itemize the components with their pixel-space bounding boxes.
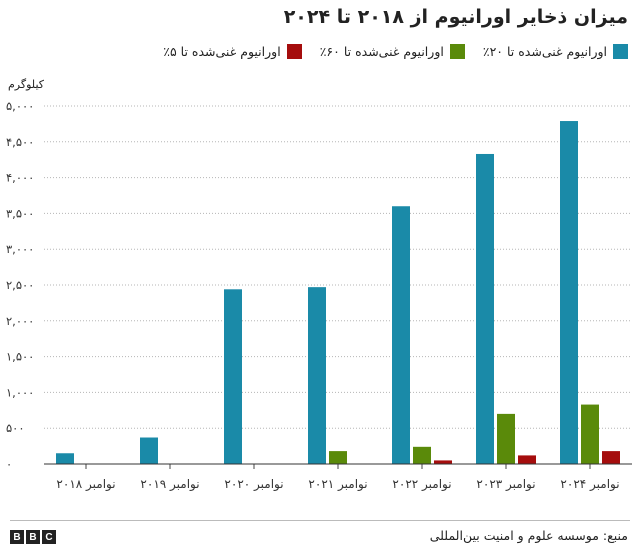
y-tick-label: ۳,۵۰۰: [6, 206, 34, 220]
bar: [497, 413, 515, 464]
y-tick-label: ۱,۵۰۰: [6, 350, 34, 364]
y-tick-label: ۴,۵۰۰: [6, 135, 34, 149]
y-tick-label: ۵۰۰: [6, 421, 25, 435]
legend-swatch-20: [613, 44, 628, 59]
legend-swatch-5: [286, 44, 302, 59]
logo-letter: B: [26, 530, 40, 544]
bar: [434, 460, 452, 464]
bar: [56, 453, 74, 464]
bar-chart: کیلوگرم ۰ ۵۰۰ ۱,۰۰۰ ۱,۵۰۰ ۲,۰۰۰ ۲,۵۰۰ ۳,۰۰۰ ۳,۵۰…: [6, 78, 632, 492]
x-tick-label: نوامبر ۲۰۲۱: [308, 477, 367, 492]
x-tick-label: نوامبر ۲۰۲۳: [476, 477, 535, 492]
bar: [392, 206, 410, 465]
bbc-logo: B B C: [10, 530, 56, 544]
logo-letter: C: [42, 530, 56, 544]
chart-title: میزان ذخایر اورانیوم از ۲۰۱۸ تا ۲۰۲۴: [283, 6, 628, 28]
bar: [308, 287, 326, 464]
bar: [476, 153, 494, 465]
y-tick-label: ۲,۵۰۰: [6, 278, 34, 292]
bar: [413, 446, 431, 464]
legend-item-60: اورانیوم غنی‌شده تا ۶۰٪: [320, 44, 465, 59]
y-tick-label: ۳,۰۰۰: [6, 242, 34, 256]
y-axis-label: کیلوگرم: [8, 78, 45, 91]
y-tick-label: ۴,۰۰۰: [6, 171, 34, 185]
x-tick-label: نوامبر ۲۰۲۰: [224, 477, 283, 492]
legend-label-20: اورانیوم غنی‌شده تا ۲۰٪: [482, 44, 607, 59]
legend: اورانیوم غنی‌شده تا ۲۰٪ اورانیوم غنی‌شده…: [163, 44, 628, 59]
bar: [581, 404, 599, 464]
legend-item-20: اورانیوم غنی‌شده تا ۲۰٪: [483, 44, 628, 59]
x-tick-label: نوامبر ۲۰۱۸: [56, 477, 115, 492]
bar: [518, 455, 536, 464]
y-tick-label: ۲,۰۰۰: [6, 314, 34, 328]
bar: [602, 451, 620, 464]
bar: [224, 289, 242, 464]
bar: [560, 121, 578, 464]
legend-swatch-60: [449, 44, 465, 59]
y-tick-label: ۵,۰۰۰: [6, 99, 34, 113]
x-tick-label: نوامبر ۲۰۲۲: [392, 477, 451, 492]
logo-letter: B: [10, 530, 24, 544]
x-tick-label: نوامبر ۲۰۱۹: [140, 477, 199, 492]
bar: [329, 451, 347, 464]
x-tick-label: نوامبر ۲۰۲۴: [560, 477, 619, 492]
source-note: منبع: موسسه علوم و امنیت بین‌المللی: [429, 528, 628, 543]
footer-divider: [10, 520, 630, 521]
y-tick-label: ۱,۰۰۰: [6, 385, 34, 399]
bar: [140, 437, 158, 464]
legend-item-5: اورانیوم غنی‌شده تا ۵٪: [163, 44, 302, 59]
legend-label-5: اورانیوم غنی‌شده تا ۵٪: [163, 44, 281, 59]
y-tick-label: ۰: [6, 457, 12, 471]
legend-label-60: اورانیوم غنی‌شده تا ۶۰٪: [319, 44, 444, 59]
